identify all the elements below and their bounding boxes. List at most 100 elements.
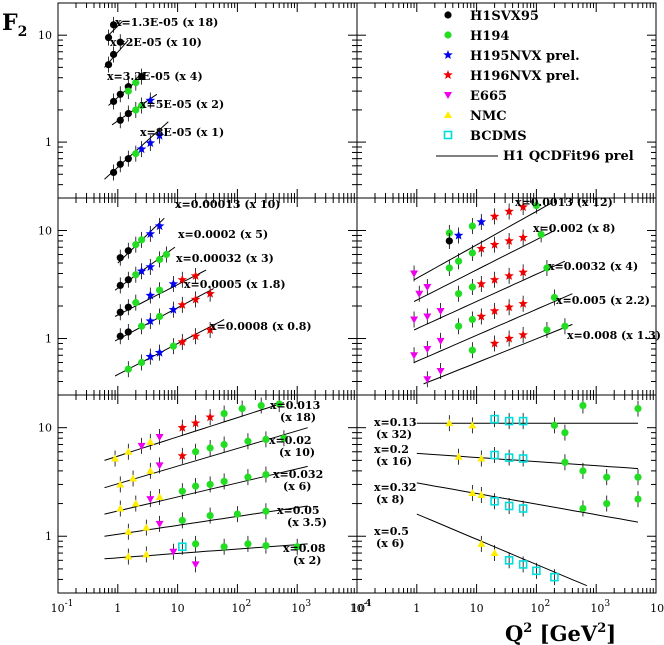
data-point: [634, 495, 642, 503]
qcd-fit-curve: [104, 543, 308, 560]
data-point: [206, 444, 214, 452]
legend-label: H195NVX prel.: [470, 49, 580, 64]
bin-label: x=0.0032 (x 4): [548, 260, 638, 273]
bin-scale-label: (x 8): [376, 493, 404, 506]
data-point: [244, 437, 252, 445]
x-tick-label: 103: [590, 599, 610, 615]
data-point: [489, 306, 500, 315]
data-point: [634, 404, 642, 413]
data-point: [415, 290, 424, 298]
x-tick-label: 104: [650, 599, 664, 615]
data-point: [145, 261, 156, 271]
data-point: [468, 283, 476, 291]
data-point: [169, 548, 178, 556]
data-point: [489, 211, 500, 221]
data-point: [468, 222, 476, 230]
data-point: [132, 79, 140, 87]
data-point: [490, 414, 499, 424]
bin-label: x=0.00013 (x 10): [175, 198, 280, 211]
panel-top-left: x=1.3E-05 (x 18) x=2E-05 (x 10) x=3.2E-05 …: [104, 16, 224, 181]
bin-label: x=0.05: [277, 504, 320, 517]
bin-label: x=0.32: [374, 481, 417, 494]
data-point: [489, 274, 500, 284]
y-tick-label: 10: [38, 29, 52, 42]
bin-label: x=1.3E-05 (x 18): [115, 16, 218, 29]
data-point: [453, 230, 464, 240]
qcd-fit-curve: [108, 20, 123, 36]
data-point: [145, 138, 156, 148]
qcd-fit-curve: [104, 427, 308, 489]
data-point: [116, 90, 124, 98]
legend-label: H194: [470, 29, 509, 44]
bin-label: x=8E-05 (x 1): [140, 126, 224, 139]
legend-label: H1 QCDFit96 prel: [503, 149, 634, 164]
data-point: [145, 228, 156, 238]
x-axis-close: ]: [606, 621, 616, 645]
data-point: [142, 523, 151, 531]
data-point: [477, 539, 486, 547]
data-point: [454, 452, 463, 460]
data-point: [124, 303, 132, 311]
bin-label: x=0.13: [374, 416, 417, 429]
data-point: [518, 267, 528, 277]
data-point: [410, 270, 419, 278]
data-point: [137, 322, 146, 330]
data-point: [116, 332, 124, 340]
data-point: [436, 368, 445, 376]
x-axis-unit: [GeV: [532, 621, 598, 645]
y-tick-label: 1: [45, 530, 52, 543]
data-point: [190, 418, 201, 428]
data-point: [275, 400, 283, 408]
data-point: [244, 540, 252, 548]
bin-label: x=0.00032 (x 3): [176, 252, 274, 265]
data-point: [550, 572, 559, 582]
data-point: [116, 116, 124, 124]
legend-swatch: [443, 130, 453, 140]
data-point: [504, 236, 514, 245]
data-point: [518, 454, 528, 463]
data-point: [137, 72, 146, 81]
data-point: [220, 543, 228, 551]
data-point: [244, 473, 252, 481]
data-point: [238, 404, 246, 413]
data-point: [178, 542, 187, 552]
bin-label: x=0.032: [273, 468, 323, 481]
data-point: [178, 487, 186, 495]
qcd-fit-curve: [416, 513, 588, 587]
data-point: [124, 276, 132, 284]
data-point: [490, 549, 499, 557]
qcd-fit-curve: [413, 260, 566, 331]
bin-label: x=0.0005 (x 1.8): [184, 278, 286, 291]
data-point: [468, 346, 476, 354]
data-point: [476, 243, 487, 253]
panel-middle-right: x=0.0013 (x 12) x=0.002 (x 8) x=0.0032 (x …: [410, 196, 661, 388]
data-point: [205, 288, 215, 298]
data-point: [445, 237, 453, 245]
data-point: [504, 416, 514, 426]
data-point: [537, 230, 545, 239]
data-point: [293, 543, 301, 551]
qcd-fit-curve: [413, 230, 555, 302]
panel-frame-bottom-right: [356, 394, 657, 594]
data-point: [423, 313, 432, 321]
data-point: [137, 236, 146, 244]
data-point: [116, 160, 124, 168]
x-tick-exponent: 3: [305, 599, 311, 609]
x-tick-label: 1: [114, 602, 121, 615]
x-tick-label: 102: [232, 599, 252, 615]
data-point: [262, 470, 270, 479]
data-point: [206, 511, 214, 520]
data-point: [206, 480, 214, 489]
data-point: [129, 474, 138, 482]
data-point: [410, 316, 419, 324]
data-point: [205, 412, 215, 422]
data-point: [146, 496, 155, 504]
legend-swatch: [444, 92, 452, 99]
data-point: [423, 283, 432, 291]
data-point: [532, 202, 541, 210]
panel-middle-left: x=0.00013 (x 10) x=0.0002 (x 5) x=0.00032 …: [114, 198, 312, 378]
data-point: [468, 315, 476, 324]
x-tick-label: 102: [531, 599, 551, 615]
data-point: [131, 499, 140, 507]
